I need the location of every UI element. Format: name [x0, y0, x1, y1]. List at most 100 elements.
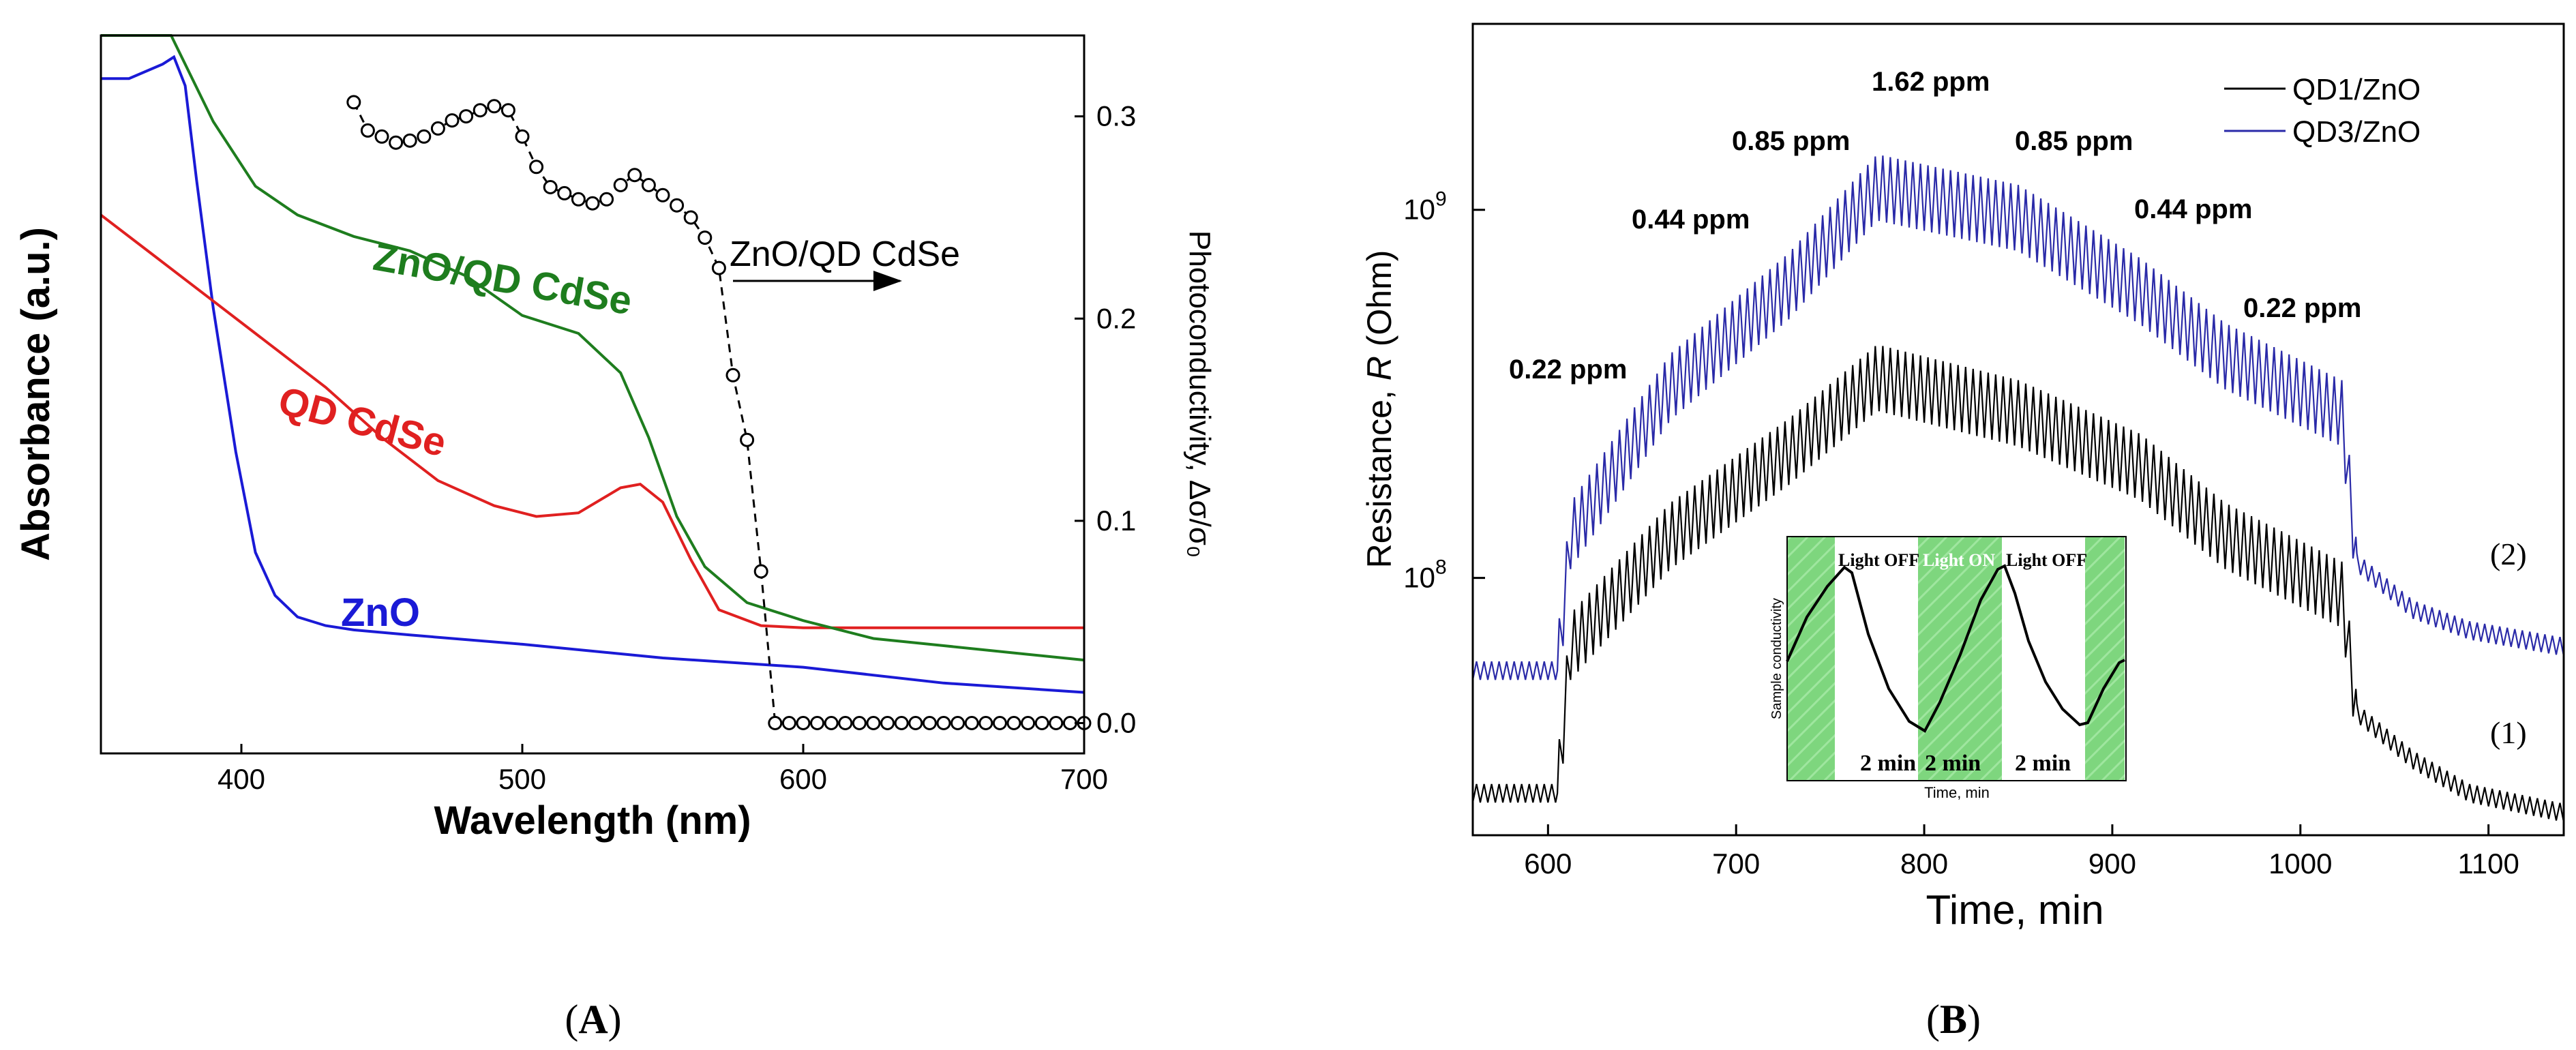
photoconductivity-point	[796, 716, 811, 730]
photoconductivity-point	[459, 109, 474, 124]
panel-b-y-axis-title: Resistance, R (Ohm)	[1360, 250, 1398, 569]
inset-y-axis-title: Sample conductivity	[1769, 598, 1784, 719]
photoconductivity-point	[557, 185, 572, 200]
panel-a-frame	[100, 34, 1085, 755]
panel-b-legend: QD1/ZnO QD3/ZnO	[2224, 73, 2421, 149]
photoconductivity-point	[627, 168, 642, 183]
photoconductivity-point	[698, 230, 713, 245]
legend-label-qd1: QD1/ZnO	[2292, 73, 2421, 106]
x-tick-label: 500	[498, 763, 546, 795]
photoconductivity-point	[445, 113, 460, 128]
panel-a-x-ticks: 400 500 600 700	[218, 744, 1108, 795]
inset-duration-3: 2 min	[2015, 751, 2071, 776]
curve-label-1: (1)	[2490, 715, 2527, 750]
photoconductivity-point	[599, 192, 614, 207]
photoconductivity-point	[1006, 716, 1021, 730]
curve-label-2: (2)	[2490, 537, 2527, 571]
photoconductivity-point	[936, 716, 951, 730]
label-photoconductivity-annotation: ZnO/QD CdSe	[730, 235, 960, 274]
y-tick-label: 108	[1403, 556, 1446, 594]
series-line-qd-cdse	[100, 213, 1084, 629]
photoconductivity-point	[908, 716, 923, 730]
panel-a-right-ticks: 0.0 0.1 0.2 0.3	[1075, 100, 1136, 739]
y-axis-title-prefix: Resistance,	[1360, 380, 1398, 568]
legend-label-qd3: QD3/ZnO	[2292, 115, 2421, 149]
inset-light-label-2: Light ON	[1923, 550, 1995, 570]
inset-light-band-3	[2085, 537, 2125, 781]
series-line-zno	[101, 55, 1085, 694]
photoconductivity-point	[852, 716, 867, 730]
photoconductivity-line	[353, 102, 1084, 724]
photoconductivity-point	[655, 188, 670, 202]
caption-b-letter: B	[1940, 997, 1967, 1042]
inset-light-cycle: Light OFF Light ON Light OFF 2 min 2 min…	[1769, 535, 2127, 801]
x-tick-label: 700	[1712, 847, 1760, 880]
inset-duration-1: 2 min	[1860, 751, 1916, 776]
caption-a: (A)	[565, 997, 621, 1042]
series-line-qd1-zno	[1471, 346, 2565, 822]
photoconductivity-point	[543, 180, 558, 194]
x-tick-label: 800	[1900, 847, 1948, 880]
panel-b-y-ticks: 108 109	[1403, 188, 1485, 594]
series-line-qd3-zno	[1471, 155, 2565, 680]
panel-a-chart: 400 500 600 700 0.0 0.1 0.2 0.3 Wavelength (nm…	[14, 34, 1216, 843]
photoconductivity-point	[866, 716, 881, 730]
photoconductivity-point	[641, 178, 656, 192]
photoconductivity-point	[346, 95, 361, 110]
photoconductivity-point	[810, 716, 825, 730]
photoconductivity-point	[473, 103, 488, 118]
panel-b-x-ticks: 600 700 800 900 1000 1100	[1524, 824, 2519, 880]
photoconductivity-point	[950, 716, 965, 730]
inset-conductivity-curve	[1786, 564, 2125, 733]
photoconductivity-point	[500, 103, 515, 118]
y-axis-title-variable: R	[1360, 356, 1398, 380]
photoconductivity-point	[992, 716, 1007, 730]
label-zno-qd-cdse-curve: ZnO/QD CdSe	[370, 235, 635, 324]
label-zno-curve: ZnO	[341, 590, 420, 635]
panel-a-curves	[100, 34, 1085, 694]
y-tick-exponent: 9	[1435, 188, 1447, 211]
photoconductivity-point	[529, 160, 544, 175]
caption-a-close-paren: )	[608, 997, 622, 1042]
panel-a-y-axis-title: Absorbance (a.u.)	[14, 227, 58, 561]
y-axis-title-suffix: (Ohm)	[1360, 250, 1398, 357]
photoconductivity-point	[683, 210, 698, 225]
panel-b-x-axis-title: Time, min	[1926, 887, 2103, 933]
x-tick-label: 1000	[2268, 847, 2332, 880]
photoconductivity-point	[1034, 716, 1049, 730]
right-tick-label: 0.2	[1096, 302, 1136, 334]
photoconductivity-point	[487, 99, 502, 114]
x-tick-label: 600	[1524, 847, 1572, 880]
label-qd-cdse-curve: QD CdSe	[274, 378, 451, 466]
conc-label-4: 1.62 ppm	[1872, 67, 1990, 97]
photoconductivity-point	[571, 192, 586, 207]
photoconductivity-point	[402, 133, 417, 148]
photoconductivity-point	[978, 716, 993, 730]
right-tick-label: 0.3	[1096, 100, 1136, 132]
caption-b-open-paren: (	[1926, 997, 1940, 1042]
panel-b-frame	[1471, 22, 2565, 837]
x-tick-label: 900	[2088, 847, 2136, 880]
photoconductivity-point	[781, 716, 796, 730]
photoconductivity-point	[515, 129, 530, 144]
panel-b-concentration-labels: 0.22 ppm 0.44 ppm 0.85 ppm 1.62 ppm 0.85…	[1509, 67, 2361, 385]
photoconductivity-point	[389, 135, 404, 150]
right-tick-label: 0.1	[1096, 505, 1136, 537]
conc-label-2: 0.44 ppm	[1632, 205, 1750, 235]
photoconductivity-point	[430, 121, 445, 136]
photoconductivity-point	[360, 123, 375, 138]
photoconductivity-point	[1049, 716, 1064, 730]
photoconductivity-point	[880, 716, 895, 730]
panel-a-right-axis-title: Photoconductivity, Δσ/σ₀	[1183, 230, 1216, 558]
inset-light-label-1: Light OFF	[1838, 550, 1919, 570]
photoconductivity-point	[670, 198, 685, 213]
panel-a-photoconductivity-series	[346, 95, 1092, 730]
panel-a-x-axis-title: Wavelength (nm)	[434, 798, 751, 843]
y-tick-base: 10	[1403, 194, 1435, 226]
x-tick-label: 400	[218, 763, 265, 795]
photoconductivity-point	[613, 178, 628, 192]
photoconductivity-point	[964, 716, 979, 730]
photoconductivity-point	[838, 716, 853, 730]
